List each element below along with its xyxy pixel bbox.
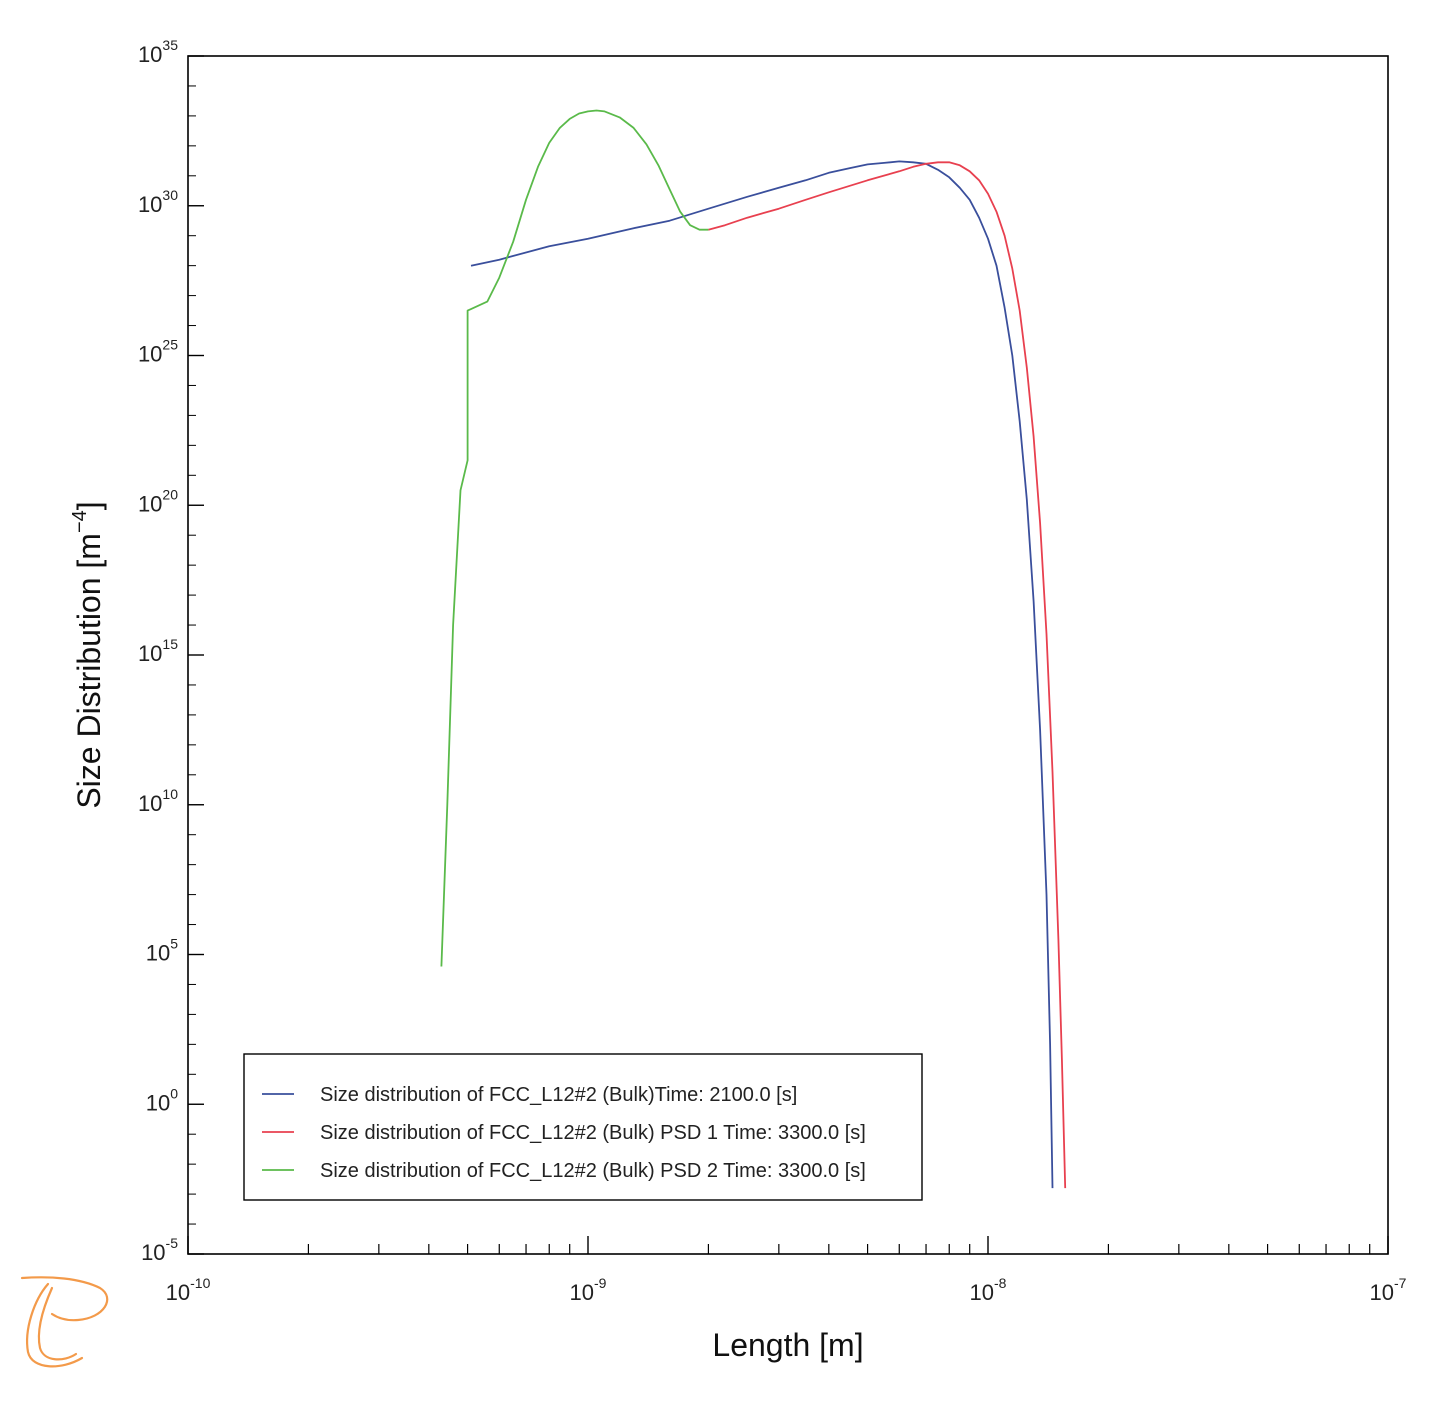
x-tick-exp: -8 (994, 1275, 1007, 1291)
y-tick-label: 1020 (138, 486, 178, 516)
x-tick-label: 10-7 (1370, 1275, 1407, 1305)
x-axis-ticks: 10-10 10-9 10-8 10-7 (166, 1236, 1407, 1305)
x-tick-base: 10 (166, 1280, 190, 1305)
y-tick-label: 1025 (138, 337, 178, 367)
y-tick-base: 10 (141, 1240, 165, 1265)
x-tick-label: 10-10 (166, 1275, 211, 1305)
x-tick-exp: -10 (190, 1275, 210, 1291)
y-tick-base: 10 (138, 791, 162, 816)
y-tick-exp: 25 (162, 337, 178, 353)
y-axis-title-sup: −4 (69, 510, 91, 533)
y-tick-base: 10 (146, 1090, 170, 1115)
y-tick-label: 1010 (138, 786, 178, 816)
x-axis-title: Length [m] (712, 1327, 863, 1363)
svg-text:Size Distribution [m−4]: Size Distribution [m−4] (69, 501, 107, 808)
logo-stroke-outer (20, 1276, 109, 1322)
x-tick-base: 10 (1370, 1280, 1394, 1305)
y-tick-label: 105 (146, 936, 178, 966)
y-axis-title-main: Size Distribution [m (71, 533, 107, 809)
y-tick-exp: 30 (162, 187, 178, 203)
y-tick-label: 10-5 (141, 1235, 178, 1265)
y-tick-label: 1035 (138, 37, 178, 67)
x-tick-label: 10-8 (970, 1275, 1007, 1305)
legend-label-2: Size distribution of FCC_L12#2 (Bulk) PS… (320, 1122, 866, 1144)
y-tick-exp: -5 (166, 1235, 179, 1251)
legend-label-3: Size distribution of FCC_L12#2 (Bulk) PS… (320, 1160, 866, 1182)
series-layer (440, 109, 1067, 1189)
y-tick-base: 10 (138, 491, 162, 516)
x-tick-base: 10 (570, 1280, 594, 1305)
y-tick-exp: 35 (162, 37, 178, 53)
y-tick-exp: 5 (170, 936, 178, 952)
series-line-3 (440, 109, 709, 967)
y-tick-exp: 10 (162, 786, 178, 802)
y-tick-base: 10 (146, 941, 170, 966)
y-tick-exp: 0 (170, 1085, 178, 1101)
y-tick-base: 10 (138, 641, 162, 666)
x-tick-label: 10-9 (570, 1275, 607, 1305)
logo-stroke-loop (37, 1286, 78, 1361)
legend-label-1: Size distribution of FCC_L12#2 (Bulk)Tim… (320, 1084, 797, 1106)
legend: Size distribution of FCC_L12#2 (Bulk)Tim… (243, 1053, 923, 1201)
legend-box (243, 1053, 923, 1201)
y-tick-base: 10 (138, 192, 162, 217)
y-tick-label: 100 (146, 1085, 178, 1115)
y-axis-title-suffix: ] (71, 501, 107, 510)
x-tick-base: 10 (970, 1280, 994, 1305)
y-tick-exp: 20 (162, 486, 178, 502)
thermo-calc-logo (20, 1276, 109, 1368)
y-tick-base: 10 (138, 42, 162, 67)
y-tick-exp: 15 (162, 636, 178, 652)
x-tick-exp: -7 (1394, 1275, 1407, 1291)
y-axis-title: Size Distribution [m−4] (69, 501, 107, 808)
x-tick-exp: -9 (594, 1275, 607, 1291)
y-tick-label: 1030 (138, 187, 178, 217)
y-tick-label: 1015 (138, 636, 178, 666)
series-line-2 (708, 161, 1067, 1189)
logo-stroke-inner (26, 1282, 84, 1368)
y-tick-base: 10 (138, 342, 162, 367)
